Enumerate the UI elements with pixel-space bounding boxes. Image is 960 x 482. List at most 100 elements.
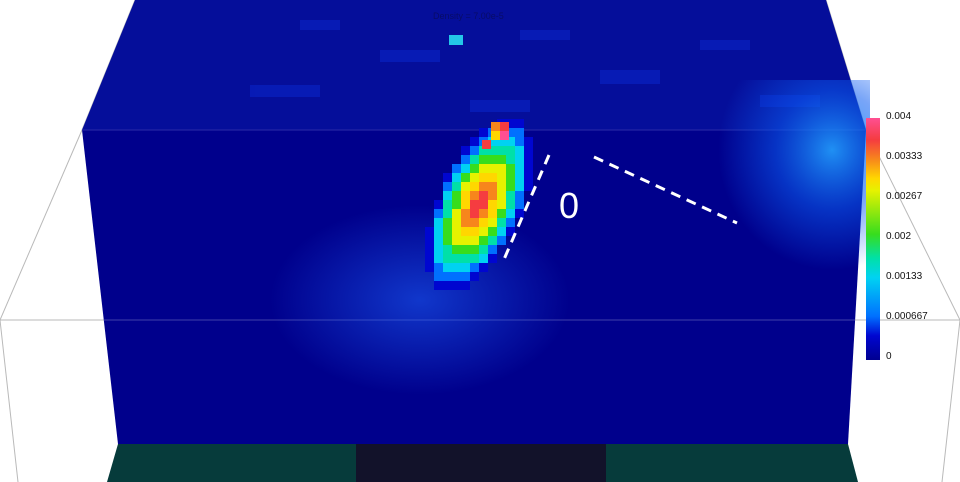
density-voxel <box>479 182 488 191</box>
density-voxel <box>500 122 509 131</box>
density-voxel <box>506 137 515 146</box>
density-voxel <box>497 182 506 191</box>
density-voxel <box>506 191 515 200</box>
density-voxel <box>452 263 461 272</box>
density-voxel <box>479 236 488 245</box>
density-voxel <box>434 236 443 245</box>
density-voxel <box>461 209 470 218</box>
density-voxel <box>488 200 497 209</box>
density-voxel <box>461 191 470 200</box>
density-voxel <box>479 209 488 218</box>
density-voxel <box>434 281 443 290</box>
density-voxel <box>452 173 461 182</box>
density-voxel <box>488 218 497 227</box>
density-voxel <box>461 182 470 191</box>
density-voxel <box>452 272 461 281</box>
colorbar-tick-label: 0.00133 <box>886 271 923 282</box>
density-voxel <box>506 146 515 155</box>
density-voxel <box>434 227 443 236</box>
density-voxel <box>425 236 434 245</box>
density-plume <box>425 119 533 290</box>
density-voxel <box>515 155 524 164</box>
density-voxel <box>461 227 470 236</box>
density-voxel <box>452 227 461 236</box>
density-voxel <box>497 236 506 245</box>
density-voxel <box>452 281 461 290</box>
density-voxel <box>452 191 461 200</box>
density-voxel <box>470 173 479 182</box>
density-voxel <box>506 155 515 164</box>
density-voxel <box>506 173 515 182</box>
density-voxel <box>443 209 452 218</box>
density-voxel <box>488 191 497 200</box>
density-voxel <box>470 155 479 164</box>
density-voxel <box>470 146 479 155</box>
density-voxel <box>461 263 470 272</box>
density-voxel <box>488 227 497 236</box>
density-voxel <box>470 218 479 227</box>
density-voxel <box>497 191 506 200</box>
density-voxel <box>434 218 443 227</box>
density-voxel <box>524 173 533 182</box>
colorbar-tick-label: 0.004 <box>886 111 912 122</box>
density-voxel <box>443 191 452 200</box>
density-voxel <box>524 137 533 146</box>
density-voxel <box>479 164 488 173</box>
density-voxel <box>425 245 434 254</box>
density-voxel <box>452 200 461 209</box>
colorbar-tick-label: 0.000667 <box>886 311 928 322</box>
density-voxel <box>488 245 497 254</box>
colorbar-tick-label: 0.00267 <box>886 191 923 202</box>
density-voxel <box>479 155 488 164</box>
density-voxel <box>515 164 524 173</box>
density-voxel <box>515 146 524 155</box>
density-voxel <box>452 209 461 218</box>
density-voxel <box>443 263 452 272</box>
density-voxel <box>515 173 524 182</box>
density-voxel <box>452 254 461 263</box>
density-voxel <box>461 200 470 209</box>
density-voxel <box>497 227 506 236</box>
density-voxel <box>479 254 488 263</box>
density-voxel <box>488 137 497 146</box>
density-voxel <box>506 209 515 218</box>
floor-slab <box>107 444 858 482</box>
density-voxel <box>482 140 491 149</box>
density-voxel <box>497 146 506 155</box>
density-voxel <box>524 182 533 191</box>
density-voxel <box>479 200 488 209</box>
density-voxel <box>443 236 452 245</box>
right-glow-region <box>680 80 870 280</box>
density-voxel <box>470 236 479 245</box>
density-voxel <box>515 191 524 200</box>
density-voxel <box>470 245 479 254</box>
density-voxel <box>479 227 488 236</box>
density-voxel <box>500 131 509 140</box>
density-voxel <box>470 137 479 146</box>
density-voxel <box>497 209 506 218</box>
density-voxel <box>461 164 470 173</box>
density-voxel <box>524 146 533 155</box>
angle-annotation-lines <box>500 154 738 265</box>
density-voxel <box>479 218 488 227</box>
density-voxel <box>506 182 515 191</box>
density-voxel <box>479 245 488 254</box>
density-voxel <box>488 164 497 173</box>
density-voxel <box>452 236 461 245</box>
density-voxel <box>461 281 470 290</box>
density-voxel <box>443 173 452 182</box>
density-voxel <box>491 122 500 131</box>
density-voxel <box>461 236 470 245</box>
density-voxel <box>461 254 470 263</box>
density-voxel <box>443 254 452 263</box>
density-voxel <box>470 164 479 173</box>
viewport-title: Density = 7.00e-5 <box>433 11 504 21</box>
angle-label: 0 <box>559 185 580 226</box>
density-voxel <box>461 218 470 227</box>
volume-top-face <box>82 0 866 130</box>
density-voxel <box>497 137 506 146</box>
density-voxel <box>515 182 524 191</box>
density-voxel <box>470 209 479 218</box>
density-voxel <box>479 146 488 155</box>
